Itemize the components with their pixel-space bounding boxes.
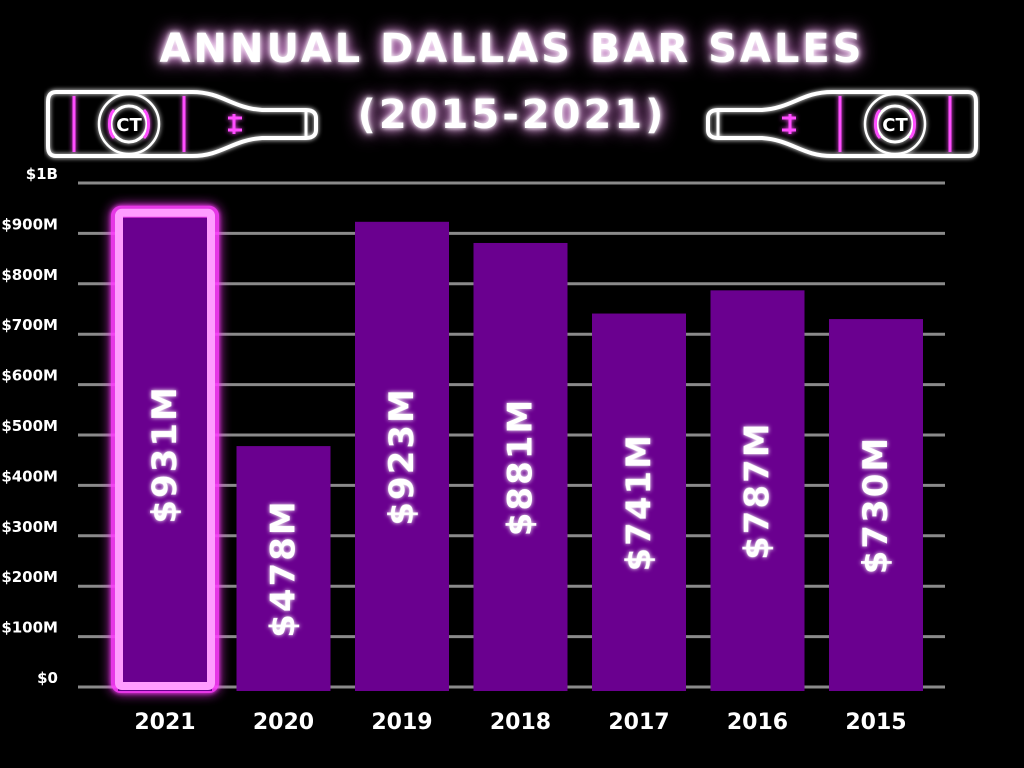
x-tick-label-2018: 2018 xyxy=(490,710,551,735)
y-tick-label: $900M xyxy=(1,215,58,233)
x-tick-label-2015: 2015 xyxy=(845,710,906,735)
data-label-2021: $931M xyxy=(145,385,185,523)
y-tick-label: $0 xyxy=(37,669,58,687)
bar-highlight-border xyxy=(115,208,215,690)
data-label-2016: $787M xyxy=(738,421,778,559)
bar-2017 xyxy=(592,313,686,691)
logo-text: CT xyxy=(882,115,908,136)
y-tick-label: $500M xyxy=(1,417,58,435)
y-tick-label: $600M xyxy=(1,367,58,385)
y-tick-label: $700M xyxy=(1,316,58,334)
bar-2015 xyxy=(829,319,923,691)
y-tick-label: $300M xyxy=(1,518,58,536)
beer-bottle-icon: CT xyxy=(46,90,318,158)
chart-title-line-1: ANNUAL DALLAS BAR SALES xyxy=(159,26,865,72)
x-tick-label-2020: 2020 xyxy=(253,710,314,735)
x-tick-label-2019: 2019 xyxy=(371,710,432,735)
y-tick-label: $800M xyxy=(1,266,58,284)
bar-2021 xyxy=(118,217,212,691)
x-tick-label-2016: 2016 xyxy=(727,710,788,735)
y-tick-label: $200M xyxy=(1,568,58,586)
bars xyxy=(111,205,923,693)
x-axis-tick-labels: 2021 2020 2019 2018 2017 2016 2015 xyxy=(134,710,906,735)
beer-bottle-icon: CT xyxy=(706,90,978,158)
y-tick-label: $1B xyxy=(26,165,58,183)
x-tick-label-2017: 2017 xyxy=(608,710,669,735)
bar-2018 xyxy=(473,242,568,691)
bar-2016 xyxy=(710,290,805,691)
y-axis-tick-labels: $0 $100M $200M $300M $400M $500M $600M $700M $80… xyxy=(1,165,58,687)
bar-2019 xyxy=(355,221,449,692)
logo-text: CT xyxy=(116,115,142,136)
x-tick-label-2021: 2021 xyxy=(134,710,195,735)
data-labels: $931M $478M $923M $881M $741M $787M $730M xyxy=(145,385,896,638)
data-label-2020: $478M xyxy=(264,499,304,637)
data-label-2018: $881M xyxy=(501,398,541,536)
y-tick-label: $100M xyxy=(1,619,58,637)
data-label-2019: $923M xyxy=(382,387,422,525)
chart-title-line-2: (2015-2021) xyxy=(357,92,667,138)
data-label-2017: $741M xyxy=(619,433,659,571)
data-label-2015: $730M xyxy=(856,436,896,574)
y-tick-label: $400M xyxy=(1,467,58,485)
bar-2020 xyxy=(236,446,331,691)
